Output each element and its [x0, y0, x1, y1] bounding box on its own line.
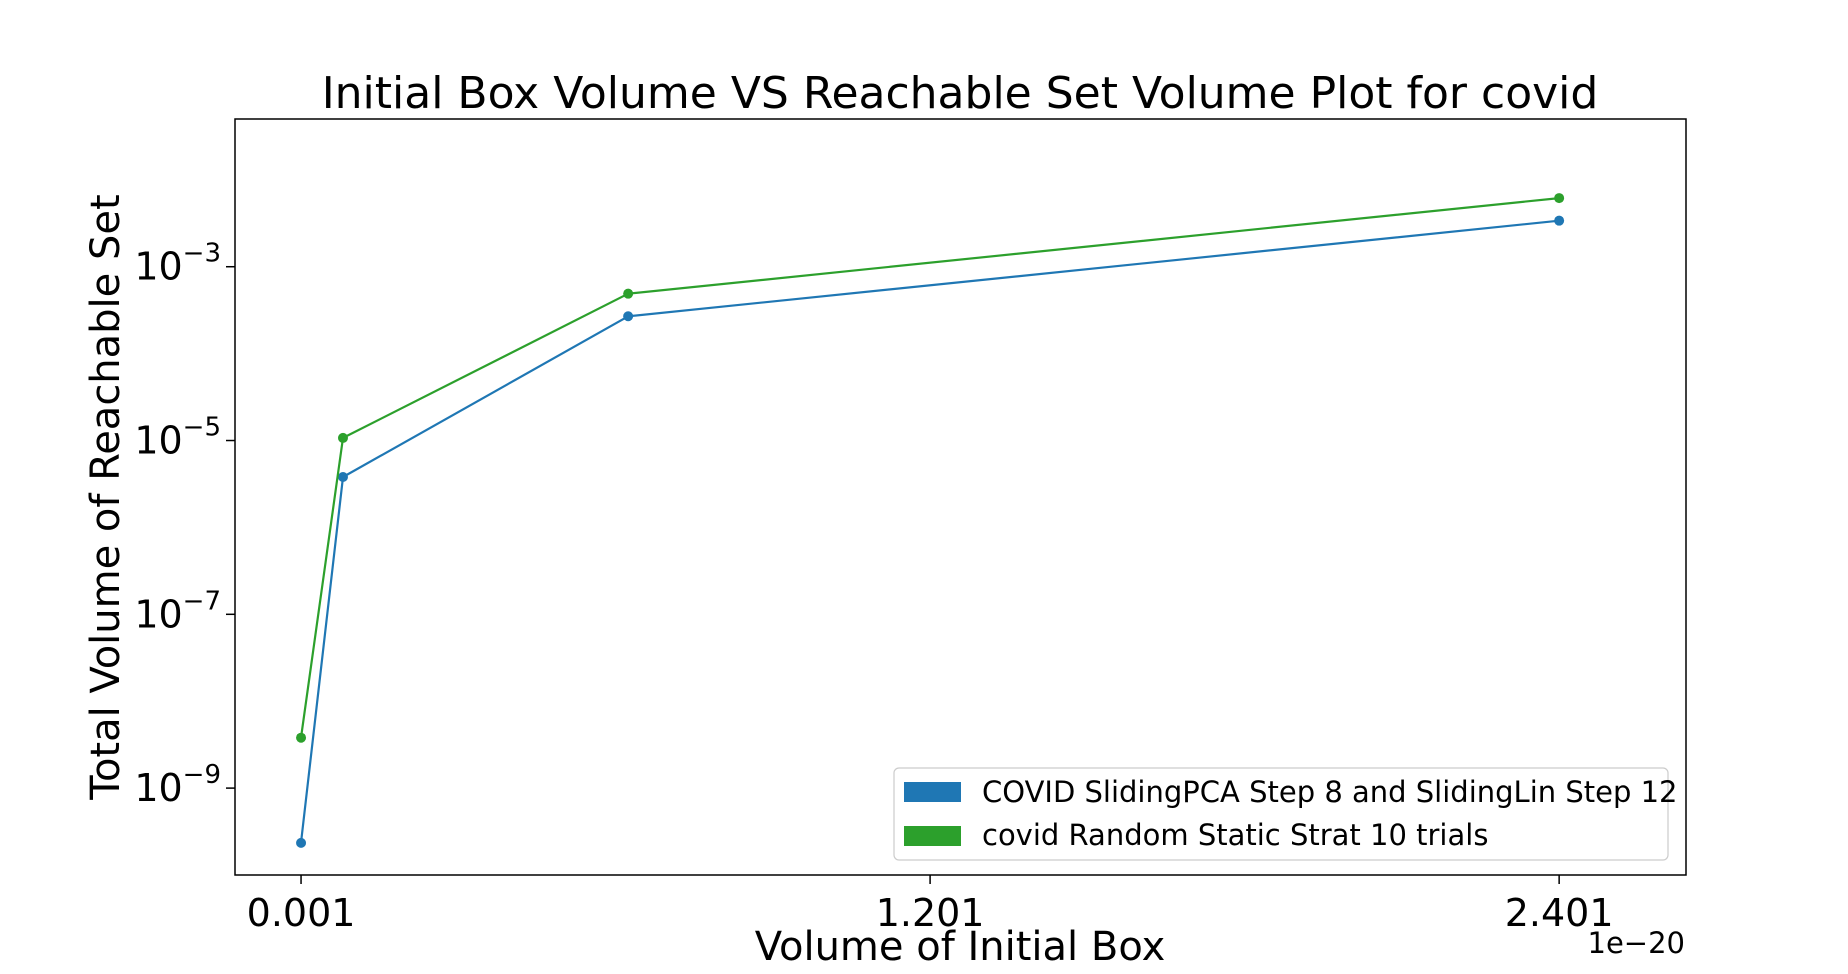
x-offset-label: 1e−20: [1588, 926, 1686, 960]
plot-area: [234, 118, 1687, 876]
data-point: [337, 432, 348, 443]
legend-frame: [893, 767, 1669, 861]
data-point: [296, 732, 307, 743]
data-point: [623, 311, 634, 322]
data-point: [296, 837, 307, 848]
y-tick-label: 10−7: [134, 586, 221, 636]
legend-swatch: [904, 782, 961, 802]
y-axis: 10−3 10−5 10−7 10−9: [134, 239, 235, 810]
legend-entry: COVID SlidingPCA Step 8 and SlidingLin S…: [982, 775, 1678, 809]
x-tick-label: 2.401: [1505, 891, 1614, 935]
y-tick-label: 10−9: [134, 760, 221, 810]
legend: COVID SlidingPCA Step 8 and SlidingLin S…: [893, 767, 1678, 861]
y-tick-label: 10−3: [134, 239, 221, 289]
series-line: [299, 197, 1560, 738]
data-point: [623, 288, 634, 299]
legend-swatch: [904, 826, 961, 846]
y-tick-label: 10−5: [134, 413, 221, 463]
x-axis: 0.001 1.201 2.401: [247, 875, 1614, 935]
series-line: [299, 219, 1560, 843]
legend-entry: covid Random Static Strat 10 trials: [982, 818, 1488, 852]
y-axis-label: Total Volume of Reachable Set: [83, 194, 129, 800]
x-axis-label: Volume of Initial Box: [755, 924, 1166, 970]
data-point: [337, 472, 348, 483]
data-point: [1554, 193, 1565, 204]
x-tick-label: 0.001: [247, 891, 356, 935]
x-tick-label: 1.201: [876, 891, 985, 935]
data-point: [1554, 215, 1565, 226]
series-layer: [296, 193, 1565, 848]
chart-title: Initial Box Volume VS Reachable Set Volu…: [322, 68, 1599, 119]
